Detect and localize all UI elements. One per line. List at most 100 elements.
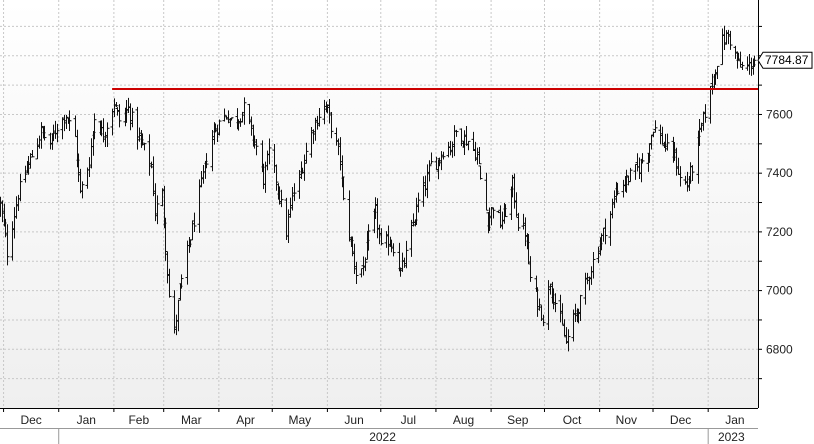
- ohlc-bar: [267, 138, 272, 165]
- ohlc-bar: [329, 112, 334, 139]
- ohlc-bar: [142, 142, 147, 151]
- ohlc-bar: [55, 123, 60, 143]
- ohlc-bar: [391, 243, 396, 257]
- ohlc-bar: [740, 61, 745, 71]
- x-month-label: Jan: [725, 413, 744, 427]
- ohlc-bar: [379, 228, 384, 246]
- x-month-label: May: [288, 413, 311, 427]
- ohlc-bar: [537, 298, 542, 311]
- ohlc-bar: [366, 224, 371, 251]
- ohlc-bar: [192, 212, 197, 233]
- x-month-label: Jul: [401, 413, 416, 427]
- x-year-label: 2023: [718, 430, 745, 444]
- ohlc-bar: [18, 173, 23, 202]
- ohlc-bar: [752, 55, 757, 68]
- axes: [0, 0, 762, 444]
- ohlc-bar: [578, 294, 583, 321]
- ohlc-bar: [117, 104, 122, 128]
- ohlc-bar: [591, 252, 596, 279]
- ohlc-bar: [404, 240, 409, 269]
- last-value-marker: 7784.87: [757, 51, 813, 69]
- ohlc-bar: [466, 140, 471, 151]
- ohlc-bar: [653, 120, 658, 133]
- ohlc-bar: [553, 293, 558, 313]
- x-month-label: Jun: [344, 413, 363, 427]
- ohlc-bar: [628, 167, 633, 183]
- ohlc-bar: [80, 181, 85, 199]
- ohlc-bar: [477, 146, 482, 165]
- ohlc-bar: [615, 182, 620, 196]
- ohlc-bar: [42, 125, 47, 141]
- ohlc-bar: [341, 176, 346, 201]
- ohlc-bar: [222, 108, 227, 122]
- ohlc-bar: [217, 119, 222, 136]
- x-month-label: Sep: [507, 413, 529, 427]
- ohlc-bar: [130, 107, 135, 128]
- ohlc-bar: [665, 133, 670, 151]
- x-month-label: Dec: [670, 413, 691, 427]
- ohlc-bar: [28, 153, 33, 169]
- y-tick-label: 7400: [766, 166, 793, 180]
- ohlc-bar: [484, 172, 489, 211]
- ohlc-bar: [603, 218, 608, 245]
- gridlines: [0, 0, 758, 408]
- ohlc-bar: [5, 224, 10, 266]
- ohlc-bar: [274, 164, 279, 191]
- x-month-label: Jan: [77, 413, 96, 427]
- y-axis-labels: 6800 7000 7200 7400 7600: [766, 107, 793, 356]
- ohlc-bar: [454, 129, 459, 137]
- plot-background: [0, 0, 758, 408]
- ohlc-bar: [491, 207, 496, 219]
- ohlc-bar: [503, 204, 508, 218]
- x-month-label: Nov: [616, 413, 637, 427]
- last-value-box: [757, 51, 813, 69]
- y-tick-label: 6800: [766, 342, 793, 356]
- ohlc-bar: [441, 151, 446, 160]
- ohlc-bar: [624, 169, 629, 193]
- last-value-label: 7784.87: [765, 53, 809, 67]
- x-year-label: 2022: [369, 430, 396, 444]
- x-month-label: Aug: [453, 413, 474, 427]
- ohlc-bar: [304, 142, 309, 164]
- ohlc-bar: [279, 189, 284, 208]
- x-month-label: Dec: [20, 413, 41, 427]
- ohlc-bar: [179, 274, 184, 289]
- ohlc-bar: [715, 65, 720, 79]
- ohlc-bar: [690, 165, 695, 181]
- ohlc-bar: [703, 104, 708, 123]
- ohlc-bar: [478, 165, 483, 180]
- x-axis-labels: Dec Jan Feb Mar Apr May Jun Jul Aug Sep Oct Nov Dec J…: [20, 413, 745, 444]
- ohlc-bar: [566, 329, 571, 352]
- ohlc-bar: [640, 153, 645, 164]
- ohlc-bar: [317, 107, 322, 127]
- ohlc-bar: [67, 110, 72, 132]
- x-month-label: Mar: [181, 413, 202, 427]
- ohlc-bar: [429, 152, 434, 165]
- x-month-label: Feb: [128, 413, 149, 427]
- ohlc-bar: [528, 256, 533, 282]
- ohlc-bar: [23, 165, 28, 183]
- ohlc-bar: [167, 268, 172, 298]
- ohlc-bar: [155, 195, 160, 225]
- y-tick-label: 7600: [766, 107, 793, 121]
- ohlc-bar: [204, 153, 209, 169]
- ohlc-bar: [489, 206, 494, 226]
- ohlc-bar: [678, 166, 683, 187]
- ohlc-bar: [254, 138, 259, 156]
- ohlc-bar: [292, 183, 297, 202]
- y-tick-label: 7200: [766, 225, 793, 239]
- ohlc-bar: [242, 97, 247, 125]
- ohlc-bar: [416, 192, 421, 213]
- ohlc-bar: [354, 261, 359, 284]
- x-month-label: Oct: [563, 413, 582, 427]
- y-tick-label: 7000: [766, 284, 793, 298]
- ohlc-bar: [163, 217, 168, 261]
- ohlc-bar: [105, 122, 110, 148]
- ohlc-bar: [541, 314, 546, 327]
- ohlc-bar: [728, 30, 733, 50]
- ohlc-bar: [30, 150, 35, 158]
- x-month-label: Apr: [236, 413, 255, 427]
- price-bars: [0, 25, 757, 352]
